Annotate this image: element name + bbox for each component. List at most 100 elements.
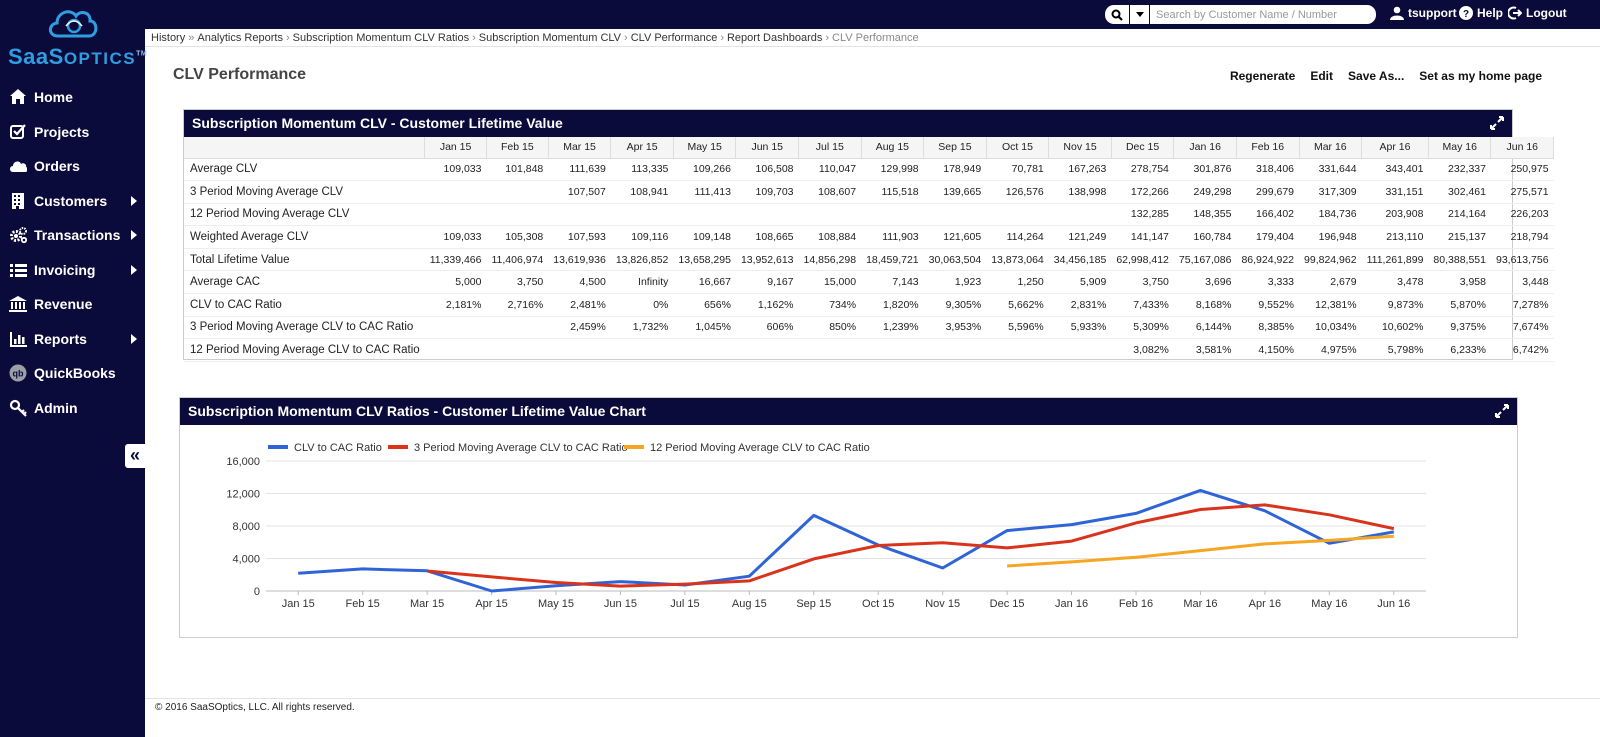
table-cell: 3,953% xyxy=(923,316,987,340)
table-cell: 4,500 xyxy=(548,270,611,295)
breadcrumb-link[interactable]: Report Dashboards xyxy=(726,32,823,44)
table-cell xyxy=(610,338,674,362)
table-cell: 166,402 xyxy=(1236,203,1300,227)
row-label: 12 Period Moving Average CLV xyxy=(184,203,425,227)
table-cell: 34,456,185 xyxy=(1048,248,1112,272)
sidebar-item-label: Invoicing xyxy=(34,261,96,278)
row-label: CLV to CAC Ratio xyxy=(184,293,425,317)
sidebar-nav: Home Projects Orders Customers Transactions I… xyxy=(0,80,145,425)
action-set-as-my-home-page[interactable]: Set as my home page xyxy=(1419,69,1542,83)
table-cell: 13,826,852 xyxy=(610,248,674,272)
table-cell: 3,750 xyxy=(1111,270,1174,295)
table-cell: 301,876 xyxy=(1173,158,1237,182)
sidebar-item-revenue[interactable]: Revenue xyxy=(0,287,145,322)
table-cell: 139,665 xyxy=(923,180,987,204)
table-cell: 138,998 xyxy=(1048,180,1112,204)
search-bar xyxy=(1105,5,1376,24)
caret-right-icon xyxy=(131,264,137,275)
column-header: Jul 15 xyxy=(798,137,862,159)
sidebar-item-quickbooks[interactable]: qb QuickBooks xyxy=(0,356,145,391)
sidebar-item-reports[interactable]: Reports xyxy=(0,322,145,357)
sidebar-item-customers[interactable]: Customers xyxy=(0,184,145,219)
table-cell xyxy=(798,338,862,362)
table-cell: 203,908 xyxy=(1361,203,1429,227)
home-icon xyxy=(8,88,28,106)
table-cell: 106,508 xyxy=(735,158,799,182)
breadcrumb-link[interactable]: Analytics Reports xyxy=(197,32,283,44)
caret-right-icon xyxy=(131,230,137,240)
table-cell xyxy=(986,338,1049,362)
table-cell xyxy=(923,203,987,227)
user-menu[interactable]: tsupport xyxy=(1390,6,1457,20)
search-type-dropdown[interactable] xyxy=(1130,5,1149,24)
table-cell xyxy=(486,338,549,362)
row-label: Total Lifetime Value xyxy=(184,248,425,272)
table-cell xyxy=(1048,338,1112,362)
breadcrumb-link[interactable]: History xyxy=(151,32,186,44)
action-regenerate[interactable]: Regenerate xyxy=(1229,69,1296,83)
table-cell xyxy=(735,338,799,362)
sidebar-item-home[interactable]: Home xyxy=(0,80,145,115)
help-label: Help xyxy=(1477,6,1504,20)
table-cell xyxy=(486,316,549,340)
breadcrumb-separator: › xyxy=(720,32,724,44)
table-cell: 9,167 xyxy=(735,270,799,295)
sidebar-item-invoicing[interactable]: Invoicing xyxy=(0,253,145,288)
column-header: Mar 16 xyxy=(1299,137,1363,159)
table-cell xyxy=(735,203,799,227)
table-cell: 2,181% xyxy=(424,293,487,317)
table-cell xyxy=(861,338,924,362)
table-cell: 121,605 xyxy=(923,225,987,249)
table-cell: 331,151 xyxy=(1361,180,1429,204)
table-cell: 11,406,974 xyxy=(486,248,549,272)
expand-icon[interactable] xyxy=(1495,404,1509,418)
action-edit[interactable]: Edit xyxy=(1310,69,1334,83)
table-cell: 126,576 xyxy=(986,180,1049,204)
series-line-1 xyxy=(298,488,1395,593)
breadcrumb-link[interactable]: Subscription Momentum CLV xyxy=(478,32,622,44)
breadcrumb-link[interactable]: Subscription Momentum CLV Ratios xyxy=(292,32,470,44)
table-cell: 99,824,962 xyxy=(1299,248,1362,272)
expand-icon[interactable] xyxy=(1490,116,1504,130)
table-cell: 734% xyxy=(798,293,862,317)
help-link[interactable]: ? Help xyxy=(1459,6,1503,20)
legend-label: 3 Period Moving Average CLV to CAC Ratio xyxy=(414,442,628,454)
table-cell: 8,168% xyxy=(1173,293,1237,317)
table-header-row: Jan 15 Feb 15 Mar 15 Apr 15 May 15 Jun 15 Jul … xyxy=(184,137,1555,159)
breadcrumb-separator: › xyxy=(285,32,290,44)
table-cell: 6,144% xyxy=(1173,316,1237,340)
sidebar-item-label: Projects xyxy=(34,123,90,140)
saasoptics-logo[interactable]: SaaSOPTICSTM xyxy=(0,4,148,70)
table-cell: 10,602% xyxy=(1361,316,1429,340)
quickbooks-icon: qb xyxy=(8,364,28,382)
search-button[interactable] xyxy=(1105,5,1129,24)
table-cell: 109,703 xyxy=(735,180,799,204)
table-cell: 3,333 xyxy=(1236,270,1300,295)
table-cell: 18,459,721 xyxy=(861,248,924,272)
brand-name: SaaSOPTICSTM xyxy=(8,44,148,69)
sidebar-item-admin[interactable]: Admin xyxy=(0,391,145,426)
table-cell: 1,923 xyxy=(923,270,987,295)
table-cell xyxy=(861,203,924,227)
table-cell: 5,309% xyxy=(1111,316,1174,340)
column-header: Apr 15 xyxy=(610,137,674,159)
legend-label: CLV to CAC Ratio xyxy=(294,442,382,454)
row-label: Average CLV xyxy=(184,158,425,182)
breadcrumb-link[interactable]: CLV Performance xyxy=(630,32,718,44)
sidebar-item-projects[interactable]: Projects xyxy=(0,115,145,150)
table-cell: 5,933% xyxy=(1048,316,1112,340)
table-cell: 196,948 xyxy=(1299,225,1362,249)
clv-chart-panel-header: Subscription Momentum CLV Ratios - Custo… xyxy=(180,398,1517,425)
row-label: Weighted Average CLV xyxy=(184,225,425,249)
collapse-sidebar-button[interactable]: « xyxy=(125,444,145,468)
action-save-as[interactable]: Save As... xyxy=(1348,69,1405,83)
logout-link[interactable]: Logout xyxy=(1508,6,1567,20)
sidebar-item-transactions[interactable]: Transactions xyxy=(0,218,145,253)
table-cell xyxy=(798,203,862,227)
table-cell: 3,448 xyxy=(1490,270,1554,295)
table-cell: 111,261,899 xyxy=(1361,248,1429,272)
search-input[interactable] xyxy=(1150,5,1376,24)
logout-icon xyxy=(1508,6,1522,20)
sidebar-item-orders[interactable]: Orders xyxy=(0,149,145,184)
footer-copyright: © 2016 SaaSOptics, LLC. All rights reser… xyxy=(155,702,355,713)
